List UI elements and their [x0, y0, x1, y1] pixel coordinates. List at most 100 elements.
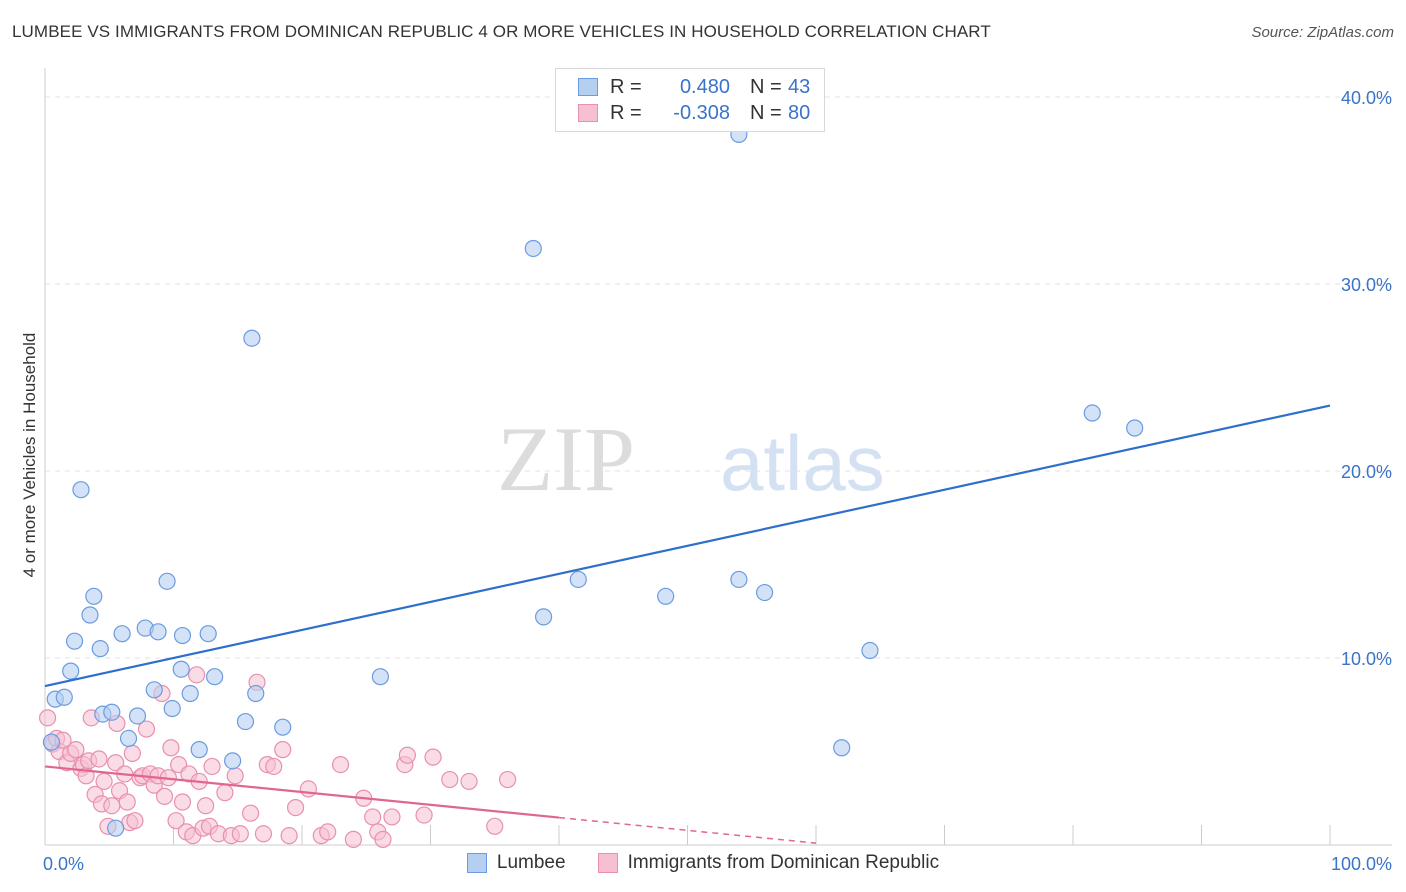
- dominican-point: [460, 772, 478, 791]
- lumbee-point: [247, 684, 265, 703]
- lumbee-point: [107, 819, 125, 837]
- dominican-trend-line: [44, 765, 560, 819]
- lumbee-point: [42, 733, 61, 751]
- legend-r-label: R =: [610, 101, 642, 124]
- lumbee-point: [81, 606, 99, 624]
- dominican-point: [203, 757, 221, 776]
- series-label-lumbee: Lumbee: [496, 852, 566, 873]
- lumbee-point: [65, 632, 84, 650]
- y-tick-label: 30.0%: [1341, 275, 1392, 295]
- dominican-point: [364, 808, 382, 826]
- legend-swatch-dominican: [578, 104, 598, 122]
- source-label: Source: ZipAtlas.com: [1251, 24, 1394, 41]
- lumbee-point: [190, 741, 208, 759]
- chart-title: LUMBEE VS IMMIGRANTS FROM DOMINICAN REPU…: [12, 22, 991, 41]
- dominican-point: [167, 812, 185, 830]
- dominican-point: [280, 827, 298, 845]
- lumbee-point: [172, 660, 190, 678]
- series-legend: Lumbee Immigrants from Dominican Republi…: [0, 852, 1406, 874]
- axes: [44, 68, 1392, 846]
- series-label-dominican: Immigrants from Dominican Republic: [627, 852, 940, 873]
- dominican-point: [331, 755, 350, 774]
- trend-lines: [44, 404, 1331, 844]
- dominican-point: [155, 787, 174, 805]
- dominican-point: [231, 825, 249, 843]
- watermark-zip: ZIP: [497, 408, 635, 510]
- dominican-point: [441, 770, 459, 789]
- dominican-point: [197, 797, 215, 815]
- lumbee-point: [181, 684, 199, 703]
- legend-r-value: -0.308: [673, 101, 730, 124]
- series-legend-lumbee: Lumbee: [466, 852, 566, 874]
- dominican-point: [123, 744, 141, 762]
- series-swatch-lumbee: [466, 853, 487, 873]
- lumbee-points: [42, 125, 1144, 837]
- dominican-point: [499, 770, 517, 789]
- dominican-point: [424, 748, 442, 766]
- dominican-point: [374, 830, 392, 848]
- lumbee-point: [236, 712, 255, 731]
- lumbee-point: [755, 583, 774, 602]
- dominican-point: [226, 767, 244, 785]
- dominican-point: [103, 797, 121, 815]
- lumbee-point: [569, 570, 587, 589]
- dominican-point: [344, 830, 362, 848]
- dominican-point: [383, 808, 401, 826]
- lumbee-point: [524, 239, 542, 258]
- lumbee-point: [371, 668, 389, 686]
- lumbee-point: [206, 668, 224, 686]
- y-tick-label: 20.0%: [1341, 462, 1392, 482]
- legend-row-dominican: R = -0.308 N = 80: [578, 101, 810, 125]
- dominican-point: [107, 754, 125, 772]
- lumbee-point: [1126, 419, 1144, 437]
- lumbee-point: [833, 739, 851, 757]
- lumbee-point: [72, 481, 90, 499]
- lumbee-trend-line: [44, 404, 1331, 688]
- dominican-point: [254, 825, 273, 843]
- lumbee-point: [149, 623, 167, 641]
- y-tick-label: 10.0%: [1341, 649, 1392, 669]
- lumbee-point: [103, 703, 121, 721]
- dominican-points: [38, 666, 517, 848]
- lumbee-point: [119, 729, 138, 748]
- lumbee-point: [158, 572, 176, 590]
- grid-lines: [45, 96, 1392, 659]
- legend-n-label: N =: [750, 101, 782, 124]
- legend-swatch-lumbee: [578, 78, 598, 96]
- dominican-point: [274, 741, 292, 759]
- correlation-legend: R = 0.480 N = 43 R = -0.308 N = 80: [555, 68, 825, 132]
- dominican-point: [162, 739, 180, 757]
- tick-labels: 10.0% 20.0% 30.0% 40.0% 0.0% 100.0%: [43, 88, 1392, 874]
- lumbee-point: [274, 718, 292, 736]
- lumbee-point: [657, 587, 675, 605]
- lumbee-point: [85, 587, 103, 605]
- lumbee-point: [224, 752, 242, 770]
- lumbee-point: [62, 662, 80, 680]
- lumbee-point: [861, 641, 879, 660]
- dominican-point: [67, 741, 85, 759]
- series-legend-dominican: Immigrants from Dominican Republic: [597, 852, 940, 874]
- dominican-point: [265, 757, 283, 776]
- lumbee-point: [128, 707, 147, 725]
- dominican-point: [137, 720, 156, 738]
- dominican-point: [415, 806, 433, 824]
- lumbee-point: [163, 699, 181, 718]
- lumbee-point: [145, 681, 163, 699]
- lumbee-point: [730, 570, 748, 589]
- dominican-point: [126, 812, 144, 830]
- lumbee-point: [199, 625, 217, 643]
- dominican-point: [299, 780, 318, 798]
- dominican-point: [242, 804, 260, 822]
- lumbee-point: [173, 626, 192, 645]
- legend-r-label: R =: [610, 75, 642, 98]
- dominican-point: [319, 823, 337, 841]
- legend-n-value: 43: [788, 75, 811, 98]
- lumbee-point: [55, 688, 73, 706]
- lumbee-point: [91, 640, 109, 658]
- x-tick-label: 100.0%: [1331, 854, 1392, 874]
- dominican-point: [286, 798, 305, 817]
- lumbee-point: [534, 608, 553, 626]
- lumbee-point: [113, 625, 131, 643]
- legend-n-value: 80: [788, 101, 811, 124]
- dominican-point: [173, 793, 192, 811]
